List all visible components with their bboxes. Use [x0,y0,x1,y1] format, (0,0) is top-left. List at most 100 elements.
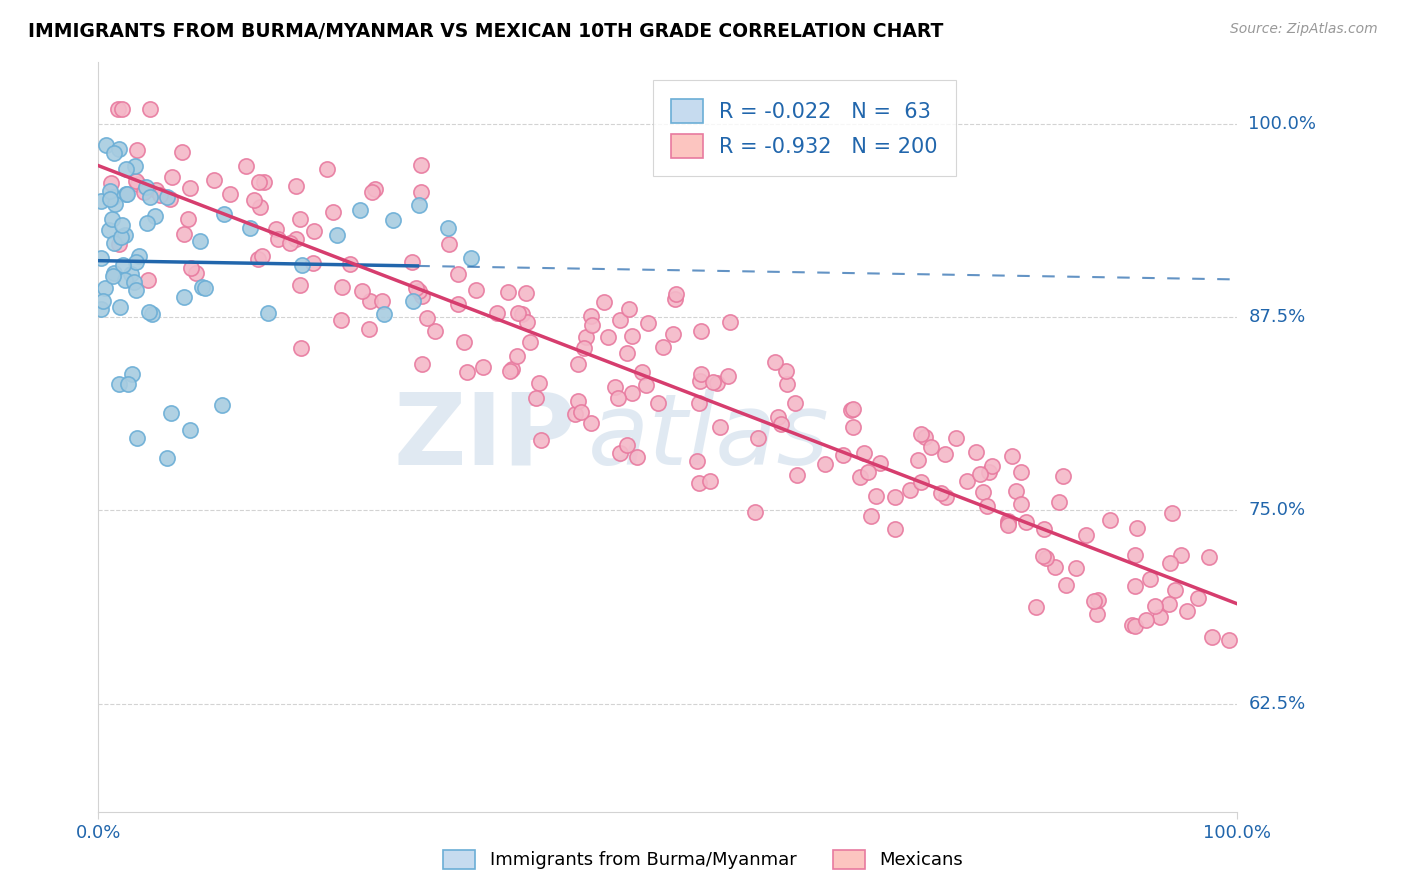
Point [718,315,741,329]
Point [1139,572,1161,586]
Point [620,328,643,343]
Point [526,391,548,405]
Point [114,273,136,287]
Point [910,475,932,490]
Point [766,410,789,425]
Point [103,266,125,280]
Point [250,249,273,263]
Point [1121,617,1143,632]
Point [359,294,381,309]
Legend: Immigrants from Burma/Myanmar, Mexicans: Immigrants from Burma/Myanmar, Mexicans [433,841,973,879]
Point [339,258,361,272]
Point [124,283,146,297]
Point [567,393,589,408]
Point [352,285,374,299]
Point [108,237,131,252]
Point [997,514,1019,528]
Point [690,325,713,339]
Point [139,190,162,204]
Point [364,182,387,196]
Point [688,476,710,491]
Point [979,465,1001,479]
Point [179,180,201,194]
Point [607,391,630,405]
Point [291,258,314,272]
Point [848,469,870,483]
Point [460,251,482,265]
Point [1201,630,1223,644]
Point [637,316,659,330]
Point [1149,609,1171,624]
Point [775,364,797,378]
Point [907,452,929,467]
Point [115,162,138,177]
Point [839,403,862,417]
Point [647,396,669,410]
Point [280,236,302,251]
Point [965,445,987,459]
Point [1043,560,1066,574]
Point [456,365,478,379]
Point [1218,632,1240,647]
Point [447,297,470,311]
Point [505,350,527,364]
Point [1159,556,1181,570]
Point [686,454,709,468]
Point [744,505,766,519]
Point [257,306,280,320]
Point [409,185,432,199]
Point [184,266,207,280]
Point [128,249,150,263]
Point [506,306,529,320]
Point [575,330,598,344]
Point [108,376,131,391]
Point [135,179,157,194]
Point [111,102,134,116]
Point [156,451,179,466]
Point [437,221,460,235]
Point [101,269,124,284]
Point [453,334,475,349]
Point [581,416,603,430]
Point [114,228,136,243]
Point [315,161,337,176]
Point [564,407,586,421]
Point [115,186,138,201]
Point [91,294,114,309]
Point [976,499,998,513]
Point [980,459,1002,474]
Point [108,142,131,156]
Point [90,194,112,209]
Point [865,489,887,503]
Point [1170,549,1192,563]
Point [247,175,270,189]
Point [359,322,381,336]
Point [349,203,371,218]
Point [626,450,648,464]
Point [170,145,193,159]
Point [103,146,125,161]
Point [934,447,956,461]
Point [1047,495,1070,509]
Point [411,158,433,172]
Point [110,230,132,244]
Point [322,205,344,219]
Point [159,193,181,207]
Point [108,300,131,314]
Point [706,376,728,390]
Text: ZIP: ZIP [394,389,576,485]
Point [145,183,167,197]
Point [567,357,589,371]
Point [609,313,631,327]
Point [125,255,148,269]
Point [1164,582,1187,597]
Point [117,376,139,391]
Legend: R = -0.022   N =  63, R = -0.932   N = 200: R = -0.022 N = 63, R = -0.932 N = 200 [652,80,956,177]
Point [512,307,534,321]
Point [141,307,163,321]
Point [139,102,162,116]
Point [1076,527,1098,541]
Point [997,516,1019,530]
Point [96,137,118,152]
Point [159,406,181,420]
